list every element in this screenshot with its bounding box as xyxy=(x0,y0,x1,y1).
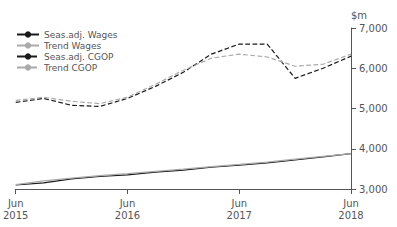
svg-text:Jun: Jun xyxy=(230,198,247,209)
svg-text:3,000: 3,000 xyxy=(359,184,388,195)
svg-text:7,000: 7,000 xyxy=(359,23,388,34)
svg-text:Trend CGOP: Trend CGOP xyxy=(43,63,98,73)
svg-text:2016: 2016 xyxy=(115,210,140,221)
svg-text:6,000: 6,000 xyxy=(359,63,388,74)
svg-text:2018: 2018 xyxy=(338,210,363,221)
svg-text:2017: 2017 xyxy=(227,210,252,221)
svg-text:Seas.adj. CGOP: Seas.adj. CGOP xyxy=(44,52,114,62)
svg-text:$m: $m xyxy=(351,10,367,21)
svg-text:Seas.adj. Wages: Seas.adj. Wages xyxy=(44,30,118,40)
svg-text:2015: 2015 xyxy=(3,210,28,221)
svg-text:Trend Wages: Trend Wages xyxy=(43,41,102,51)
svg-text:Jun: Jun xyxy=(7,198,24,209)
svg-text:Jun: Jun xyxy=(342,198,359,209)
svg-text:5,000: 5,000 xyxy=(359,103,388,114)
svg-text:Jun: Jun xyxy=(119,198,136,209)
svg-text:4,000: 4,000 xyxy=(359,143,388,154)
